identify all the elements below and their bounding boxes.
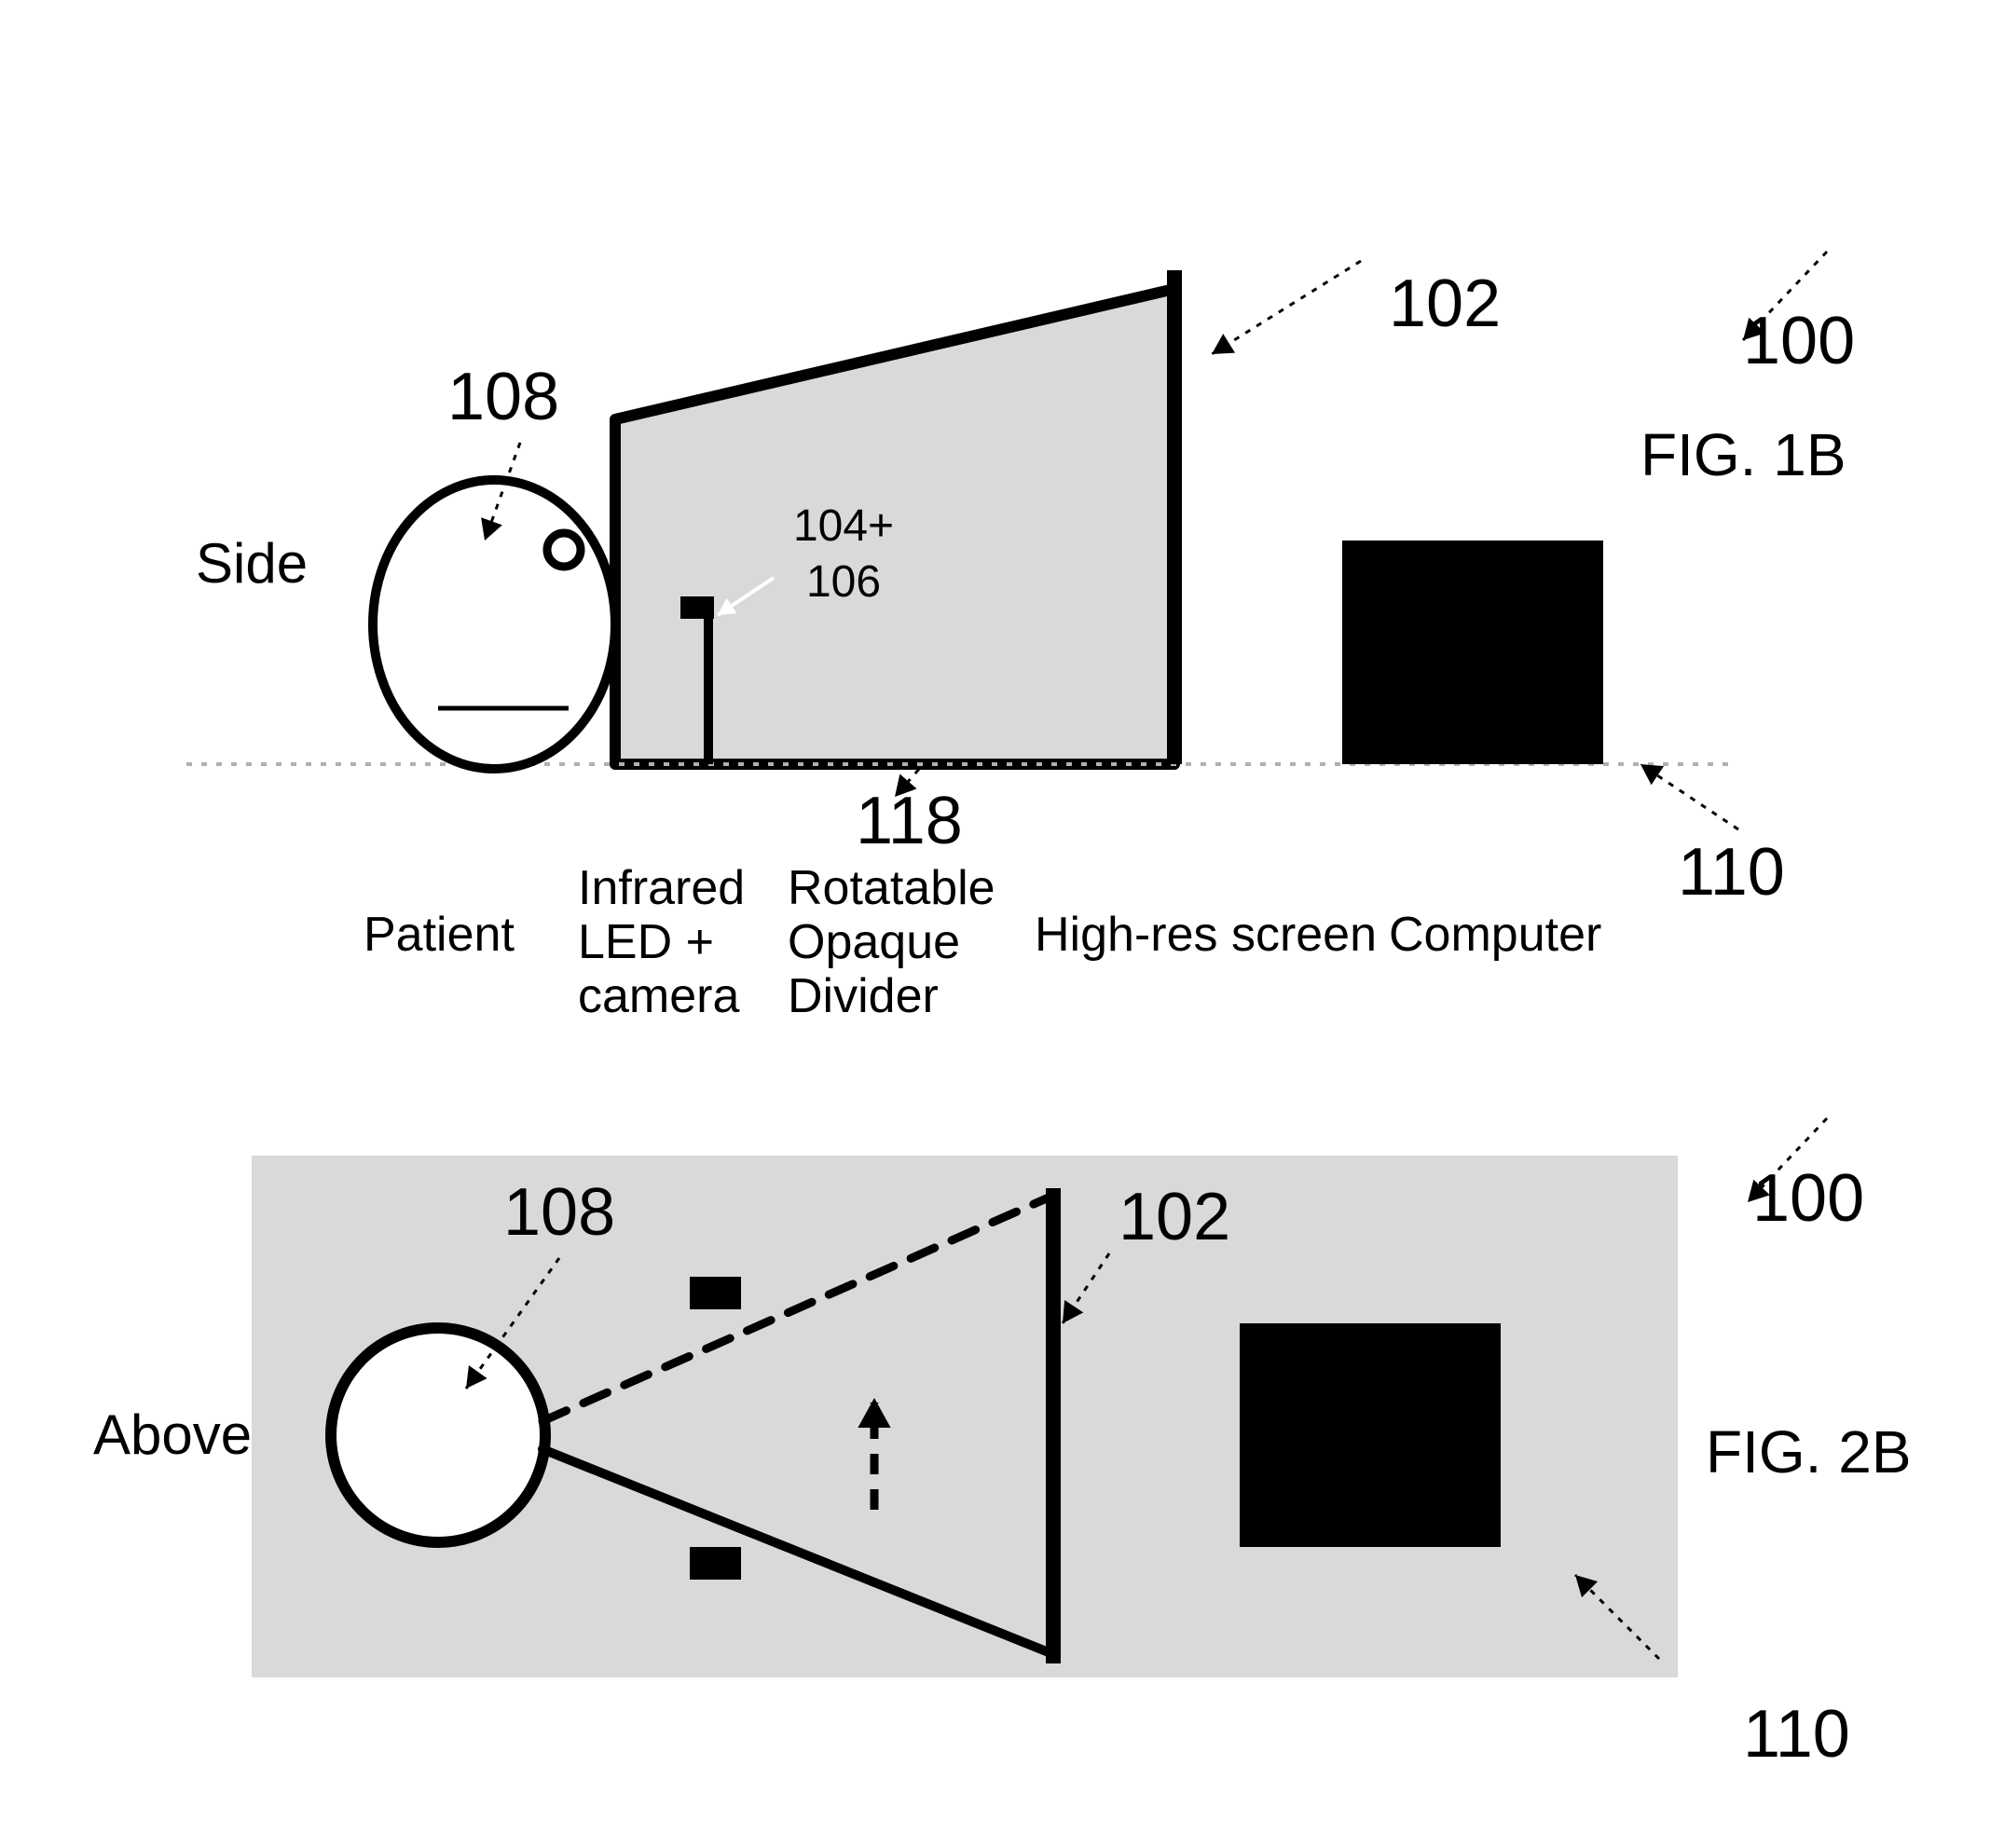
- computer-side: [1342, 541, 1603, 764]
- ref-118: 118: [856, 784, 963, 858]
- caption: Patient: [364, 908, 515, 962]
- ref-102: 102: [1389, 267, 1501, 341]
- ir-led-camera-top-2: [690, 1547, 741, 1580]
- caption: Infrared: [578, 861, 745, 915]
- high-res-screen-top: [1046, 1188, 1061, 1663]
- ref-108-top: 108: [503, 1175, 615, 1250]
- leader-102: [1212, 261, 1361, 354]
- ir-led-camera-top-1: [690, 1277, 741, 1309]
- arrow-head: [1212, 334, 1235, 354]
- arrow-head: [1640, 764, 1664, 785]
- high-res-screen-side: [1167, 270, 1182, 764]
- ir-led-camera-side: [680, 596, 714, 619]
- ref-110-top: 110: [1743, 1697, 1850, 1772]
- interior-ref-106: 106: [806, 557, 881, 607]
- caption: LED +: [578, 915, 714, 969]
- caption: camera: [578, 969, 739, 1023]
- ref-100: 100: [1743, 304, 1855, 378]
- view-label-side: Side: [196, 532, 308, 595]
- computer-top: [1240, 1323, 1501, 1547]
- interior-ref-104: 104+: [793, 501, 894, 551]
- caption: Rotatable: [788, 861, 995, 915]
- fig-title-1b: FIG. 1B: [1640, 421, 1846, 488]
- caption: Divider: [788, 969, 939, 1023]
- ref-108: 108: [447, 360, 559, 434]
- caption: Computer: [1389, 908, 1601, 962]
- ref-102-top: 102: [1119, 1180, 1230, 1254]
- ref-110: 110: [1678, 835, 1785, 910]
- patient-head-top: [331, 1328, 545, 1542]
- view-label-above: Above: [93, 1403, 252, 1466]
- caption: High-res screen: [1035, 908, 1377, 962]
- caption: Opaque: [788, 915, 960, 969]
- device-enclosure-side: [615, 289, 1174, 764]
- fig-title-2b: FIG. 2B: [1706, 1418, 1912, 1485]
- ref-100-top: 100: [1752, 1161, 1864, 1236]
